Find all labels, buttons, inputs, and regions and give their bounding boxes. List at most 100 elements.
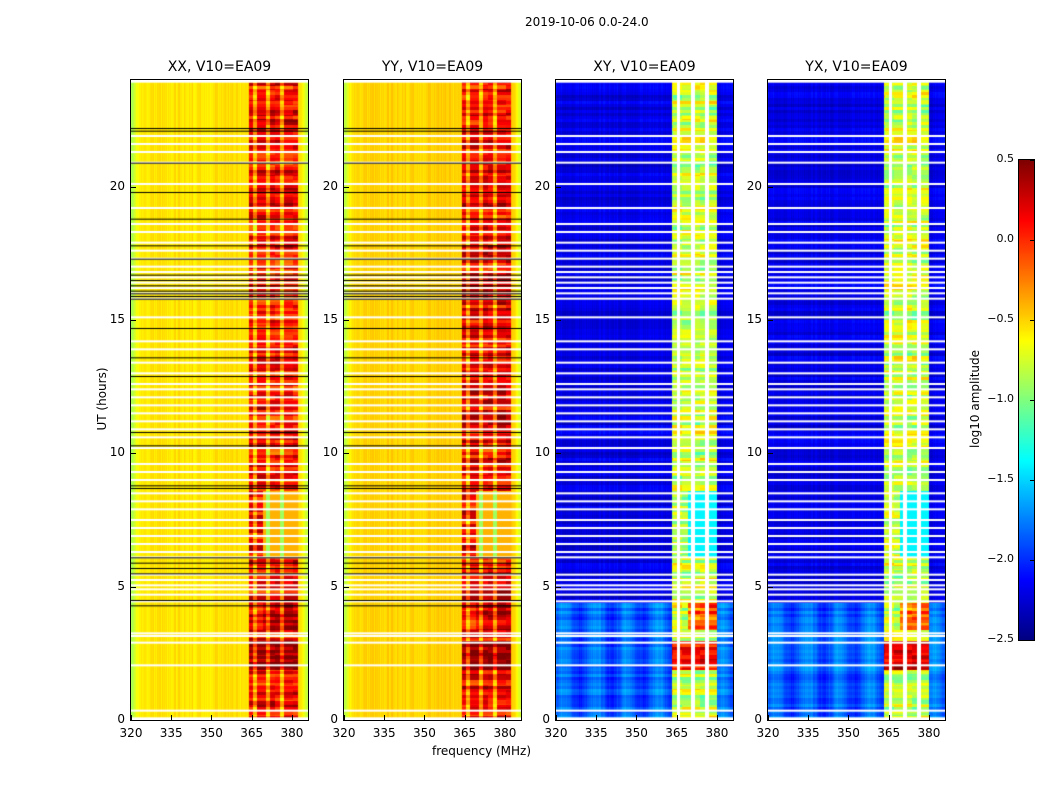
y-tick-label: 5 bbox=[754, 578, 762, 593]
y-tick-mark bbox=[556, 453, 561, 455]
x-tick-label: 365 bbox=[665, 726, 689, 740]
y-tick-label: 5 bbox=[117, 578, 125, 593]
x-tick-mark bbox=[464, 715, 466, 720]
x-tick-label: 350 bbox=[200, 726, 223, 740]
panel-frame-0 bbox=[130, 79, 309, 721]
y-tick-label: 5 bbox=[542, 578, 550, 593]
colorbar-tick-mark bbox=[1030, 320, 1035, 321]
y-tick-label: 0 bbox=[330, 712, 338, 726]
x-tick-label: 320 bbox=[332, 726, 356, 740]
x-tick-label: 350 bbox=[413, 726, 436, 740]
y-tick-mark bbox=[768, 720, 773, 721]
y-tick-label: 10 bbox=[746, 445, 762, 460]
colorbar-tick-mark bbox=[1030, 560, 1035, 561]
x-tick-mark bbox=[211, 715, 213, 720]
x-tick-label: 350 bbox=[837, 726, 860, 740]
y-tick-mark bbox=[768, 453, 773, 455]
y-tick-mark bbox=[768, 586, 773, 588]
x-tick-mark bbox=[676, 715, 678, 720]
colorbar-tick-label: −1.5 bbox=[987, 472, 1014, 485]
x-tick-mark bbox=[716, 715, 718, 720]
colorbar-tick-label: 0.0 bbox=[996, 232, 1015, 245]
colorbar-tick-label: 0.5 bbox=[996, 152, 1015, 165]
y-tick-mark bbox=[344, 586, 349, 588]
y-tick-label: 0 bbox=[754, 712, 762, 726]
y-tick-mark bbox=[344, 453, 349, 455]
y-tick-mark bbox=[344, 320, 349, 321]
panel-frame-3 bbox=[767, 79, 946, 721]
panel-title: YX, V10=EA09 bbox=[805, 59, 908, 75]
y-tick-mark bbox=[131, 320, 136, 321]
x-tick-label: 320 bbox=[544, 726, 568, 740]
x-tick-mark bbox=[291, 715, 293, 720]
colorbar-tick-mark bbox=[1030, 160, 1035, 161]
colorbar-tick-mark bbox=[1030, 640, 1035, 641]
y-tick-label: 20 bbox=[322, 178, 338, 193]
y-tick-mark bbox=[344, 186, 349, 188]
y-axis-label: UT (hours) bbox=[95, 367, 109, 431]
x-tick-mark bbox=[928, 715, 930, 720]
y-tick-mark bbox=[556, 720, 561, 721]
y-tick-label: 10 bbox=[109, 445, 125, 460]
x-tick-mark bbox=[848, 715, 850, 720]
x-tick-label: 335 bbox=[159, 726, 183, 740]
y-tick-label: 0 bbox=[117, 712, 125, 726]
colorbar bbox=[1019, 160, 1034, 640]
x-tick-label: 350 bbox=[625, 726, 648, 740]
panel-frame-2 bbox=[555, 79, 734, 721]
y-tick-label: 20 bbox=[534, 178, 550, 193]
colorbar-tick-mark bbox=[1030, 240, 1035, 241]
y-tick-mark bbox=[131, 453, 136, 455]
suptitle: 2019-10-06 0.0-24.0 bbox=[525, 15, 649, 29]
panel-title: XY, V10=EA09 bbox=[593, 59, 696, 75]
colorbar-tick-label: −1.0 bbox=[987, 392, 1014, 405]
y-tick-mark bbox=[131, 586, 136, 588]
x-tick-mark bbox=[251, 715, 253, 720]
x-tick-label: 320 bbox=[119, 726, 143, 740]
colorbar-tick-label: −2.5 bbox=[987, 632, 1014, 645]
x-tick-label: 365 bbox=[877, 726, 901, 740]
y-tick-mark bbox=[768, 186, 773, 188]
y-tick-label: 15 bbox=[322, 312, 338, 326]
x-tick-mark bbox=[768, 715, 769, 720]
y-tick-label: 10 bbox=[534, 445, 550, 460]
y-tick-mark bbox=[556, 186, 561, 188]
x-tick-mark bbox=[808, 715, 810, 720]
y-tick-label: 15 bbox=[109, 312, 125, 326]
y-tick-label: 10 bbox=[322, 445, 338, 460]
y-tick-label: 20 bbox=[746, 178, 762, 193]
x-tick-mark bbox=[131, 715, 132, 720]
y-tick-label: 0 bbox=[542, 712, 550, 726]
x-tick-label: 335 bbox=[796, 726, 820, 740]
x-tick-label: 335 bbox=[372, 726, 396, 740]
y-tick-mark bbox=[131, 186, 136, 188]
x-tick-mark bbox=[384, 715, 386, 720]
y-tick-mark bbox=[556, 586, 561, 588]
colorbar-tick-mark bbox=[1030, 480, 1035, 481]
x-tick-mark bbox=[504, 715, 506, 720]
x-tick-label: 320 bbox=[756, 726, 780, 740]
x-tick-mark bbox=[596, 715, 598, 720]
x-tick-label: 380 bbox=[705, 726, 729, 740]
panel-title: YY, V10=EA09 bbox=[381, 59, 484, 75]
x-tick-label: 380 bbox=[280, 726, 304, 740]
heatmap-0 bbox=[131, 80, 308, 720]
x-tick-mark bbox=[556, 715, 557, 720]
colorbar-tick-label: −2.0 bbox=[987, 552, 1014, 565]
x-tick-mark bbox=[888, 715, 890, 720]
x-tick-mark bbox=[636, 715, 638, 720]
y-tick-mark bbox=[556, 320, 561, 321]
y-tick-label: 15 bbox=[746, 312, 762, 326]
y-tick-mark bbox=[131, 720, 136, 721]
panel-title: XX, V10=EA09 bbox=[167, 59, 272, 75]
heatmap-2 bbox=[556, 80, 733, 720]
x-tick-label: 365 bbox=[240, 726, 264, 740]
x-tick-mark bbox=[344, 715, 345, 720]
y-tick-label: 5 bbox=[330, 578, 338, 593]
colorbar-tick-mark bbox=[1030, 400, 1035, 401]
panel-frame-1 bbox=[343, 79, 522, 721]
x-tick-label: 335 bbox=[584, 726, 608, 740]
y-tick-label: 20 bbox=[109, 178, 125, 193]
x-axis-label: frequency (MHz) bbox=[432, 744, 532, 758]
heatmap-3 bbox=[768, 80, 945, 720]
